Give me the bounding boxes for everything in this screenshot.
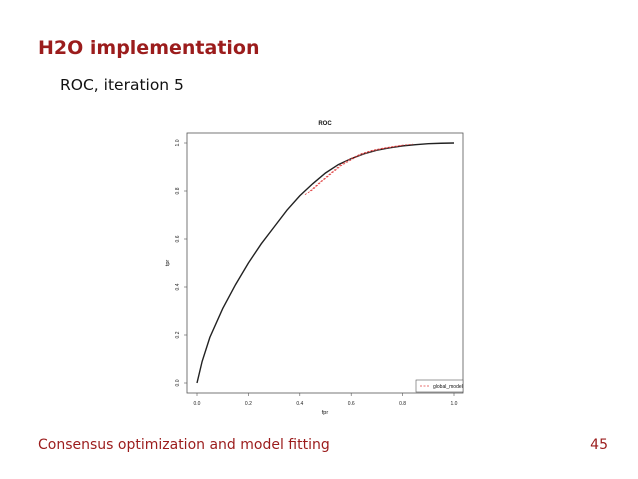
legend-box: [415, 379, 464, 393]
footer-title: Consensus optimization and model fitting: [38, 437, 330, 453]
x-tick-label: 0.6: [348, 401, 355, 407]
legend: global_model: [415, 379, 464, 393]
x-tick-label: 0.0: [194, 401, 201, 407]
page-number: 45: [590, 437, 608, 453]
x-tick-label: 0.8: [399, 401, 406, 407]
x-axis-label: fpr: [322, 410, 329, 416]
chart-title: ROC: [318, 121, 332, 127]
y-axis-label: tpr: [165, 260, 171, 267]
x-tick-label: 1.0: [451, 401, 458, 407]
series-group: [196, 142, 455, 384]
x-axis: 0.0 0.2 0.4 0.6 0.8 1.0: [194, 393, 458, 407]
x-tick-label: 0.4: [296, 401, 303, 407]
series-line-2: [309, 143, 413, 192]
series-line-0: [196, 142, 455, 384]
y-tick-label: 1.0: [175, 139, 181, 146]
series-line-1: [304, 145, 403, 195]
y-tick-label: 0.8: [175, 187, 181, 194]
y-axis: 0.0 0.2 0.4 0.6 0.8 1.0: [175, 139, 187, 386]
legend-label-global-model: global_model: [433, 384, 463, 390]
y-tick-label: 0.6: [175, 235, 181, 242]
slide-title: H2O implementation: [38, 37, 260, 59]
x-tick-label: 0.2: [245, 401, 252, 407]
plot-frame: [186, 132, 464, 394]
y-tick-label: 0.0: [175, 379, 181, 386]
slide-subtitle: ROC, iteration 5: [60, 76, 184, 94]
y-tick-label: 0.2: [175, 331, 181, 338]
y-tick-label: 0.4: [175, 283, 181, 290]
